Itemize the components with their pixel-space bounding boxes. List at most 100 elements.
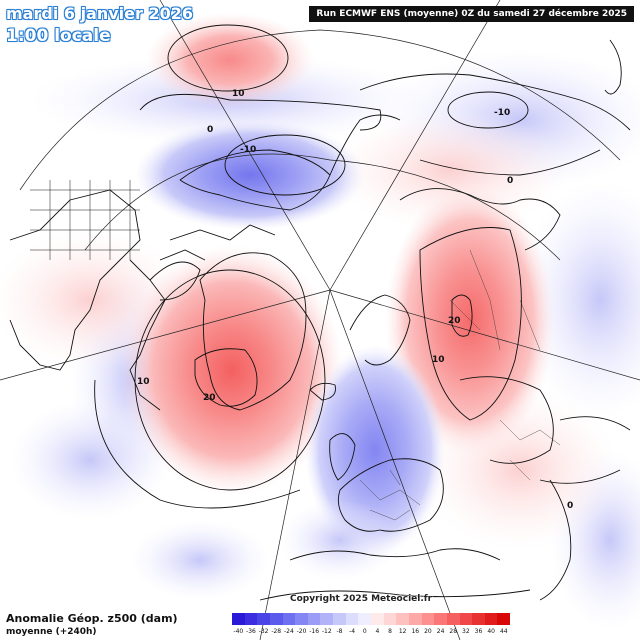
coast-scandinavia xyxy=(349,294,411,366)
contour-label: -10 xyxy=(240,145,256,155)
positive-anomaly-pacific xyxy=(145,12,315,108)
color-scale-label: -40 xyxy=(233,628,244,635)
contour-label: 0 xyxy=(507,176,513,186)
graticule-meridian-6 xyxy=(329,289,461,640)
color-scale-swatch xyxy=(269,613,283,625)
color-scale-swatch xyxy=(282,613,296,625)
contour-label: 10 xyxy=(432,355,445,365)
graticule-meridian-2 xyxy=(329,0,501,291)
contour-russia-10 xyxy=(419,227,522,421)
contour-pacific-0 xyxy=(139,93,382,131)
color-scale-swatch xyxy=(434,613,447,625)
contour-greenland-10 xyxy=(134,269,326,491)
color-scale-swatch xyxy=(307,613,321,625)
coast-bering xyxy=(329,114,401,176)
color-scale-swatch xyxy=(295,613,308,625)
graticule-meridian-5 xyxy=(259,289,331,640)
color-scale-label: -20 xyxy=(296,628,307,635)
color-scale-label: 24 xyxy=(436,628,445,635)
contour-label: 10 xyxy=(137,377,150,387)
color-scale-swatch xyxy=(497,613,511,625)
coast-siberia-north xyxy=(359,73,631,131)
coast-us-state-grid xyxy=(30,180,140,260)
contour-label: 20 xyxy=(203,393,216,403)
country-borders xyxy=(359,249,561,521)
color-scale-label: 4 xyxy=(375,628,380,635)
color-scale-swatch xyxy=(333,613,346,625)
graticule-meridian-1 xyxy=(159,0,331,291)
coast-caspian xyxy=(459,376,554,464)
color-scale-swatch xyxy=(257,613,270,625)
contour-greenland-20 xyxy=(194,348,258,407)
color-scale-swatch xyxy=(358,613,372,625)
graticule-lat-mid xyxy=(84,153,561,261)
color-scale-labels: -40 -36 -32 -28 -24 -20 -16 -12 -8 -4 0 4 8 12 16 20 24 2… xyxy=(232,628,510,638)
contour-alaska-m10 xyxy=(224,134,346,196)
color-scale-swatch xyxy=(446,613,460,625)
color-scale xyxy=(232,613,511,625)
color-scale-label: -36 xyxy=(246,628,256,635)
color-scale-label: 12 xyxy=(398,628,407,635)
color-scale-label: 8 xyxy=(388,628,392,635)
contour-atlantic-0 xyxy=(94,379,301,509)
copyright: Copyright 2025 Meteociel.fr xyxy=(290,594,433,604)
light-positive-anomaly-north xyxy=(330,110,570,230)
color-scale-label: 40 xyxy=(487,628,495,635)
negative-anomaly-alaska xyxy=(135,120,365,230)
contour-siberia-m10 xyxy=(447,91,529,129)
color-scale-swatch xyxy=(345,613,359,625)
color-scale-label: 32 xyxy=(462,628,470,635)
color-scale-swatch xyxy=(244,613,258,625)
contour-label: 0 xyxy=(207,125,213,135)
coast-canada-east xyxy=(129,259,166,411)
forecast-time: 1:00 locale xyxy=(6,26,111,46)
map-subtitle: moyenne (+240h) xyxy=(6,627,97,637)
run-info: Run ECMWF ENS (moyenne) 0Z du samedi 27 … xyxy=(309,6,634,22)
coast-mediterranean xyxy=(289,548,501,561)
graticule-lat-outer xyxy=(19,29,621,191)
color-scale-swatch xyxy=(371,613,384,625)
coast-alaska xyxy=(179,149,331,211)
coast-uk xyxy=(329,433,356,481)
contour-pacific-10 xyxy=(167,24,289,92)
color-scale-label: 44 xyxy=(499,628,508,635)
light-negative-anomaly-south xyxy=(130,520,270,600)
color-scale-swatch xyxy=(232,613,245,625)
coast-africa-north xyxy=(259,589,531,601)
contour-label: -10 xyxy=(494,108,510,118)
color-scale-label: 28 xyxy=(449,628,458,635)
contour-labels: 10 0 -10 -10 0 20 10 20 10 0 xyxy=(137,89,573,511)
coast-hudson-bay xyxy=(149,261,201,301)
positive-anomaly-greenland xyxy=(120,245,344,495)
coast-north-america xyxy=(9,189,141,371)
graticule-meridian-4 xyxy=(0,289,331,381)
coastlines xyxy=(9,39,631,601)
light-negative-anomaly-atlantic xyxy=(10,400,170,520)
color-scale-label: -4 xyxy=(349,628,356,635)
color-scale-label: -16 xyxy=(309,628,320,635)
contour-russia-20 xyxy=(451,294,473,337)
map-title: Anomalie Géop. z500 (dam) xyxy=(6,612,178,625)
color-scale-label: 20 xyxy=(424,628,432,635)
borders-central-asia xyxy=(499,419,561,481)
contour-label: 10 xyxy=(232,89,245,99)
contour-label: 20 xyxy=(448,316,461,326)
color-scale-swatch xyxy=(320,613,334,625)
contour-asia-0 xyxy=(539,479,572,601)
color-scale-label: 16 xyxy=(411,628,420,635)
borders-russia xyxy=(449,249,541,351)
coast-kamchatka xyxy=(604,39,622,95)
forecast-date: mardi 6 janvier 2026 xyxy=(6,4,193,23)
borders-europe xyxy=(359,469,421,521)
color-scale-swatch xyxy=(408,613,422,625)
coast-asia-east xyxy=(539,416,631,484)
negative-anomaly-mediterranean xyxy=(280,500,400,580)
color-scale-swatch xyxy=(459,613,473,625)
coast-iceland xyxy=(309,382,336,401)
color-scale-label: -24 xyxy=(283,628,294,635)
color-scale-swatch xyxy=(383,613,397,625)
color-scale-label: 0 xyxy=(362,628,367,635)
color-scale-label: -12 xyxy=(321,628,332,635)
